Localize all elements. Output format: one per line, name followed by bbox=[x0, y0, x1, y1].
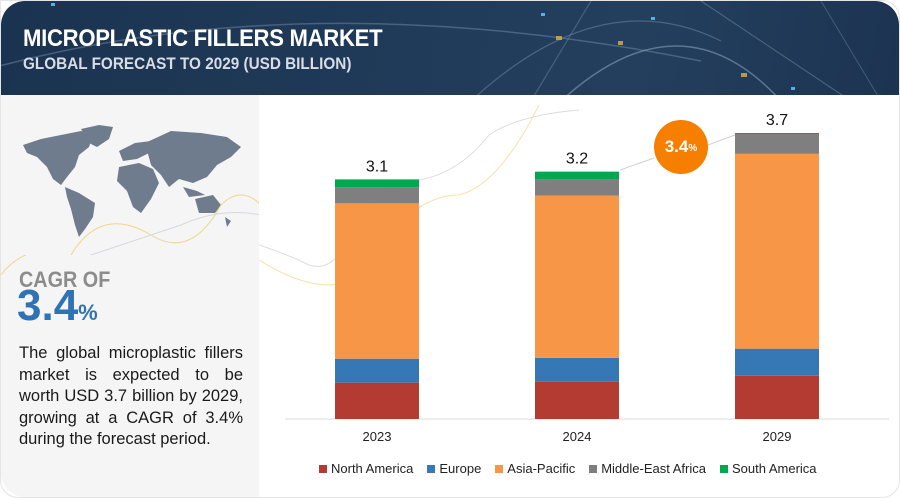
legend-item-asia-pacific: Asia-Pacific bbox=[495, 461, 575, 476]
page-title: MICROPLASTIC FILLERS MARKET bbox=[23, 25, 383, 52]
bar-segment-europe-2023 bbox=[335, 358, 419, 383]
bar-segment-asia-pacific-2023 bbox=[335, 203, 419, 359]
total-label-2024: 3.2 bbox=[566, 151, 588, 168]
x-tick-labels: 2023 2024 2029 bbox=[363, 429, 792, 444]
legend-swatch bbox=[319, 464, 327, 473]
cagr-bubble-number: 3.4 bbox=[664, 137, 689, 156]
legend-item-south-america: South America bbox=[719, 461, 817, 476]
x-tick-2024: 2024 bbox=[563, 429, 592, 444]
bar-segment-asia-pacific-2029 bbox=[735, 153, 819, 349]
bars-group bbox=[335, 133, 819, 419]
legend-item-europe: Europe bbox=[427, 461, 481, 476]
legend-label: Asia-Pacific bbox=[507, 461, 576, 476]
stacked-bar-chart: 2023 2024 2029 3.1 3.2 3.7 bbox=[259, 104, 889, 444]
total-label-2029: 3.7 bbox=[766, 112, 788, 129]
bar-segment-europe-2029 bbox=[735, 348, 819, 376]
legend-label: Europe bbox=[439, 461, 482, 476]
legend-swatch bbox=[589, 464, 598, 473]
legend-swatch bbox=[427, 464, 436, 473]
legend-swatch bbox=[719, 464, 728, 473]
legend-item-north-america: North America bbox=[319, 461, 413, 476]
legend-label: Middle-East Africa bbox=[601, 461, 706, 476]
decorative-curve bbox=[1, 255, 27, 276]
world-map-icon bbox=[23, 125, 259, 255]
cagr-connector-left bbox=[619, 157, 655, 171]
cagr-bubble: 3.4% bbox=[654, 120, 708, 174]
cagr-number: 3.4 bbox=[17, 281, 79, 330]
x-tick-2029: 2029 bbox=[763, 429, 792, 444]
bar-segment-south-america-2023 bbox=[335, 179, 419, 188]
x-tick-2023: 2023 bbox=[363, 429, 392, 444]
summary-panel bbox=[1, 95, 259, 497]
market-description: The global microplastic fillers market i… bbox=[19, 344, 243, 448]
cagr-unit: % bbox=[78, 300, 98, 325]
bar-segment-asia-pacific-2024 bbox=[535, 195, 619, 358]
page-subtitle: GLOBAL FORECAST TO 2029 (USD BILLION) bbox=[23, 54, 352, 73]
bar-segment-north-america-2023 bbox=[335, 382, 419, 419]
bar-segment-south-america-2029 bbox=[735, 133, 819, 134]
bar-segment-middle-east-africa-2023 bbox=[335, 187, 419, 204]
bar-segment-middle-east-africa-2029 bbox=[735, 133, 819, 154]
bar-segment-south-america-2024 bbox=[535, 171, 619, 180]
header-decoration bbox=[1, 1, 878, 95]
legend-label: North America bbox=[331, 461, 414, 476]
total-labels: 3.1 3.2 3.7 bbox=[366, 112, 788, 175]
cagr-value: 3.4% bbox=[17, 281, 98, 331]
bar-segment-north-america-2029 bbox=[735, 375, 819, 419]
bar-segment-europe-2024 bbox=[535, 357, 619, 382]
cagr-connector-right bbox=[707, 134, 736, 146]
header-banner: MICROPLASTIC FILLERS MARKET GLOBAL FOREC… bbox=[1, 1, 899, 95]
bar-segment-north-america-2024 bbox=[535, 381, 619, 419]
legend-item-middle-east-africa: Middle-East Africa bbox=[589, 461, 706, 476]
total-label-2023: 3.1 bbox=[366, 158, 388, 175]
chart-legend: North America Europe Asia-Pacific Middle-Ea… bbox=[319, 461, 817, 476]
legend-swatch bbox=[495, 464, 504, 473]
legend-label: South America bbox=[731, 461, 817, 476]
cagr-label: CAGR OF bbox=[19, 267, 111, 292]
bar-segment-middle-east-africa-2024 bbox=[535, 179, 619, 196]
cagr-bubble-unit: % bbox=[688, 143, 698, 154]
